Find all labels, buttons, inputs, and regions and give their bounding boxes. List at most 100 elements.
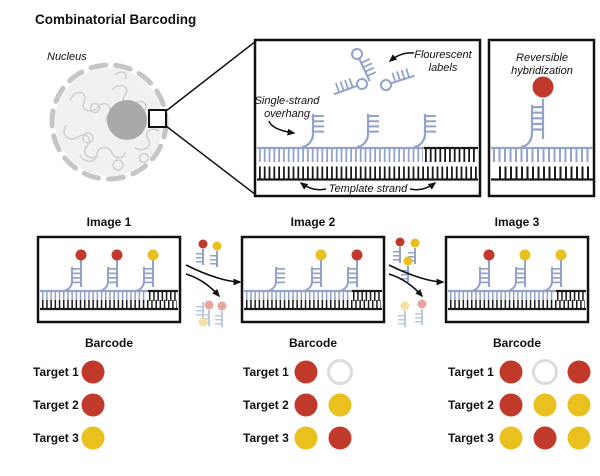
transfer-dot [198,317,208,327]
barcode-dot [499,360,523,384]
transfer-dot [395,237,405,247]
exchange-step-2 [388,237,445,328]
probe-label [75,249,87,287]
probe [543,249,567,292]
probe [339,249,363,292]
barcode-row: Target 1 [243,359,353,385]
fluorophore-dot [532,76,554,98]
overhang-caption-line2: overhang [264,108,311,120]
panel-template-strand [40,289,178,311]
barcode-row: Target 3 [448,426,591,450]
panel-title: Image 1 [87,215,132,229]
fluorescent-labels-caption-line2: labels [429,62,458,74]
transfer-dot [204,300,214,310]
barcode-dot [81,360,105,384]
incoming-probes [199,239,222,268]
barcode-dot [533,426,557,450]
barcode-legend-2: Barcode Target 1 Target 2 Target 3 [243,336,353,450]
transfer-dot [417,299,427,309]
exchange-step-1 [185,239,242,328]
barcode-legend-3: Barcode Target 1 Target 2 Target 3 [448,336,591,450]
probe-dot [75,249,87,261]
panel-probes [267,249,363,292]
exchange-arrow-in [388,264,445,286]
nucleus-illustration: Nucleus [47,40,257,196]
probe-label [351,249,363,287]
target-label: Target 3 [243,431,289,445]
barcode-row: Target 1 [448,359,591,385]
barcode-title: Barcode [493,336,541,350]
barcode-dot [327,359,353,385]
barcode-row: Target 3 [33,426,105,450]
probe-dot [147,249,159,261]
transfer-dot [212,241,222,251]
barcode-dot [567,426,591,450]
hybridized-probe [520,76,554,149]
barcode-dot [294,393,318,417]
probe-label [519,249,531,287]
exchange-arrow-in [185,264,242,286]
probe-label [147,249,159,287]
barcode-dot [533,393,557,417]
template-strand [257,146,478,181]
outgoing-probes [199,301,227,328]
reversible-hybridization-box: Reversible hybridization [487,38,596,198]
target-label: Target 2 [243,398,289,412]
detail-box: Flourescent labels Single-strand overhan… [253,38,482,198]
nucleus-label: Nucleus [47,51,87,63]
image-panel-1: Image 1 [36,215,182,324]
barcode-dot [328,393,352,417]
probe [471,249,495,292]
target-label: Target 2 [33,398,79,412]
exchange-arrow-out [388,273,423,298]
barcode-row: Target 3 [243,426,352,450]
panel-template-strand [244,289,382,311]
target-label: Target 1 [243,365,289,379]
transfer-dot [403,256,413,266]
probe-label [111,249,123,287]
barcode-dot [294,426,318,450]
reversible-template-strand [491,146,593,181]
target-label: Target 3 [448,431,494,445]
probe [135,249,159,292]
panel-title: Image 3 [495,215,540,229]
barcode-dot [328,426,352,450]
transfer-dot [217,301,227,311]
barcode-dot [567,360,591,384]
probe-label [315,249,327,287]
zoom-connector-top [165,40,257,112]
chromatin-squiggles [63,71,160,171]
probe [99,249,123,292]
probe-dot [483,249,495,261]
barcode-dot [81,393,105,417]
barcode-dot [532,359,558,385]
template-strand-arrow-right [409,182,437,191]
barcode-dot [567,393,591,417]
figure-title: Combinatorial Barcoding [35,12,196,27]
barcode-title: Barcode [289,336,337,350]
probe-dot [519,249,531,261]
image-panel-2: Image 2 [240,215,386,324]
zoom-region-box [148,109,167,128]
outgoing-probes [400,299,427,328]
probe [63,249,87,292]
barcode-dot [499,393,523,417]
barcode-row: Target 2 [243,393,352,417]
fluorescent-labels-arrow [388,52,415,62]
nucleolus [107,100,147,140]
transfer-dot [410,238,420,248]
panel-title: Image 2 [291,215,336,229]
target-label: Target 3 [33,431,79,445]
target-label: Target 2 [448,398,494,412]
probe-label [483,249,495,287]
probe-label [555,249,567,287]
reversible-caption-line2: hybridization [511,65,573,77]
reversible-caption-line1: Reversible [516,52,568,64]
exchange-arrow-out [185,273,220,298]
image-panel-3: Image 3 [444,215,590,324]
transfer-dot [400,301,410,311]
probe-dot [555,249,567,261]
panel-template-strand [448,289,586,311]
incoming-probes [395,237,420,283]
